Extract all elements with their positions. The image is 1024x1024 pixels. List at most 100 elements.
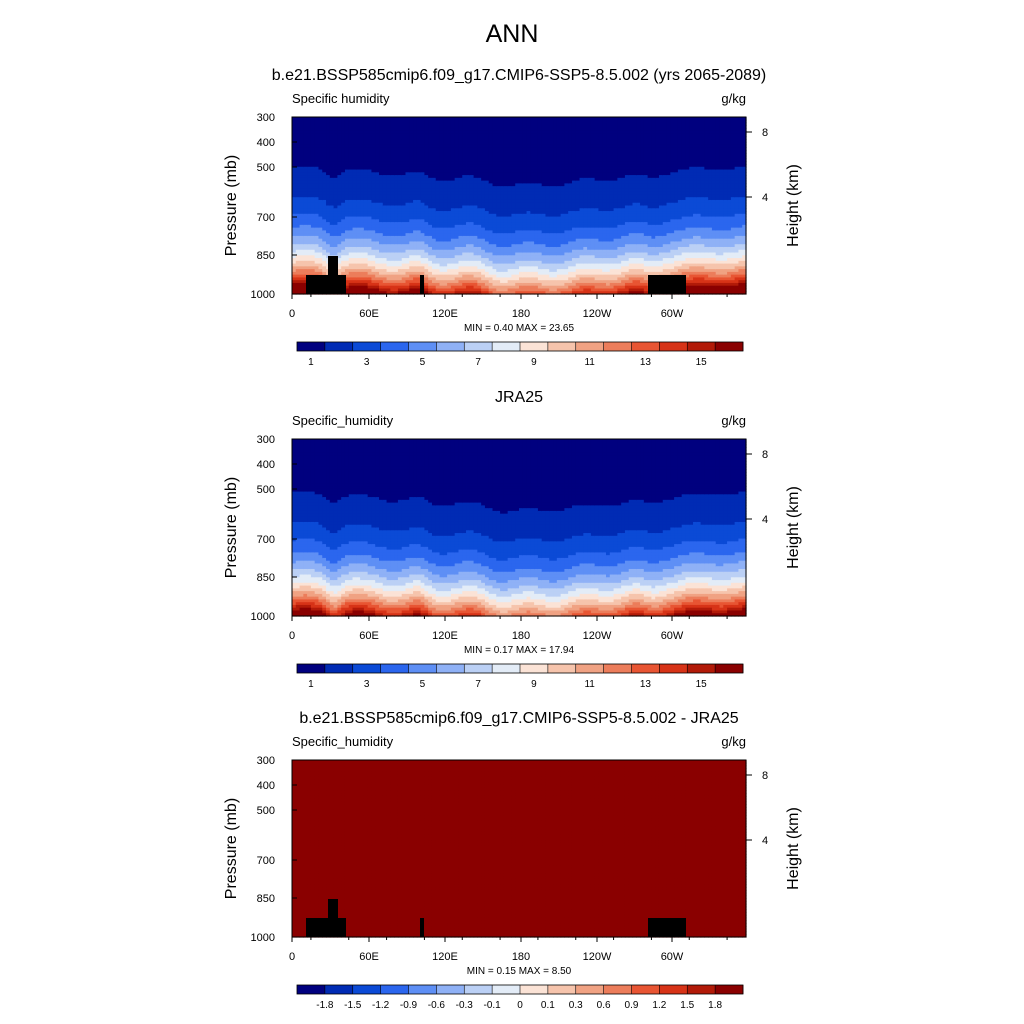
heatmap-cell	[496, 244, 501, 248]
heatmap-cell	[515, 211, 520, 215]
heatmap-cell	[344, 271, 350, 276]
heatmap-cell	[375, 269, 380, 273]
heatmap-cell	[307, 213, 312, 218]
heatmap-cell	[488, 147, 494, 151]
heatmap-cell	[363, 119, 369, 124]
heatmap-cell	[318, 213, 323, 218]
heatmap-cell	[424, 280, 429, 284]
heatmap-cell	[507, 266, 513, 270]
heatmap-cell	[496, 202, 501, 207]
heatmap-cell	[344, 164, 350, 168]
heatmap-cell	[295, 230, 301, 234]
heatmap-cell	[443, 258, 448, 262]
heatmap-cell	[477, 136, 482, 140]
heatmap-cell	[375, 125, 380, 129]
heatmap-cell	[397, 252, 403, 256]
heatmap-cell	[447, 117, 452, 121]
heatmap-cell	[318, 141, 323, 146]
heatmap-cell	[435, 249, 441, 254]
heatmap-cell	[307, 219, 312, 223]
heatmap-cell	[292, 266, 297, 270]
heatmap-cell	[348, 177, 354, 182]
heatmap-cell	[447, 166, 452, 171]
heatmap-cell	[310, 152, 316, 157]
heatmap-cell	[352, 177, 357, 182]
heatmap-cell	[405, 288, 410, 292]
heatmap-cell	[420, 238, 426, 243]
heatmap-cell	[401, 269, 407, 273]
heatmap-cell	[344, 133, 350, 137]
heatmap-cell	[484, 252, 490, 256]
heatmap-cell	[310, 222, 316, 226]
heatmap-cell	[443, 205, 448, 209]
heatmap-cell	[420, 144, 426, 149]
heatmap-cell	[375, 194, 380, 198]
heatmap-cell	[348, 213, 354, 218]
heatmap-cell	[386, 219, 391, 223]
heatmap-cell	[405, 211, 410, 215]
heatmap-cell	[413, 282, 418, 287]
heatmap-cell	[314, 216, 320, 220]
heatmap-cell	[292, 274, 297, 279]
heatmap-cell	[439, 269, 444, 273]
heatmap-cell	[318, 158, 323, 162]
heatmap-cell	[462, 166, 467, 171]
heatmap-cell	[500, 119, 505, 124]
heatmap-cell	[481, 197, 486, 201]
heatmap-cell	[416, 175, 422, 179]
heatmap-cell	[503, 194, 509, 198]
heatmap-cell	[314, 169, 320, 173]
heatmap-cell	[295, 260, 301, 265]
heatmap-cell	[363, 128, 369, 132]
heatmap-cell	[492, 144, 497, 149]
heatmap-cell	[473, 274, 478, 279]
heatmap-cell	[307, 244, 312, 248]
heatmap-cell	[401, 144, 407, 149]
heatmap-cell	[462, 144, 467, 149]
heatmap-cell	[379, 158, 384, 162]
heatmap-cell	[447, 197, 452, 201]
heatmap-cell	[348, 227, 354, 231]
heatmap-cell	[367, 150, 373, 154]
heatmap-cell	[382, 119, 388, 124]
heatmap-cell	[405, 139, 410, 143]
heatmap-cell	[386, 271, 391, 276]
heatmap-cell	[443, 202, 448, 207]
heatmap-cell	[488, 208, 494, 212]
heatmap-cell	[397, 119, 403, 124]
heatmap-cell	[477, 155, 482, 160]
heatmap-cell	[515, 139, 520, 143]
heatmap-cell	[371, 205, 376, 209]
heatmap-cell	[458, 197, 463, 201]
heatmap-cell	[424, 274, 429, 279]
heatmap-cell	[292, 161, 297, 165]
heatmap-cell	[344, 260, 350, 265]
heatmap-cell	[379, 211, 384, 215]
heatmap-cell	[344, 122, 350, 126]
heatmap-cell	[416, 139, 422, 143]
heatmap-cell	[447, 128, 452, 132]
heatmap-cell	[443, 117, 448, 121]
heatmap-cell	[428, 202, 433, 207]
heatmap-cell	[473, 175, 478, 179]
heatmap-cell	[360, 205, 365, 209]
heatmap-cell	[488, 164, 494, 168]
heatmap-cell	[416, 152, 422, 157]
heatmap-cell	[299, 136, 304, 140]
heatmap-cell	[443, 186, 448, 190]
heatmap-cell	[515, 230, 520, 234]
heatmap-cell	[424, 255, 429, 259]
heatmap-cell	[492, 205, 497, 209]
heatmap-cell	[360, 277, 365, 281]
heatmap-cell	[329, 119, 335, 124]
heatmap-cell	[333, 175, 338, 179]
heatmap-cell	[299, 266, 304, 270]
heatmap-cell	[515, 269, 520, 273]
heatmap-cell	[303, 161, 308, 165]
heatmap-cell	[292, 288, 297, 292]
heatmap-cell	[326, 246, 331, 251]
heatmap-cell	[424, 246, 429, 251]
heatmap-cell	[477, 117, 482, 121]
heatmap-cell	[473, 188, 478, 193]
heatmap-cell	[348, 197, 354, 201]
